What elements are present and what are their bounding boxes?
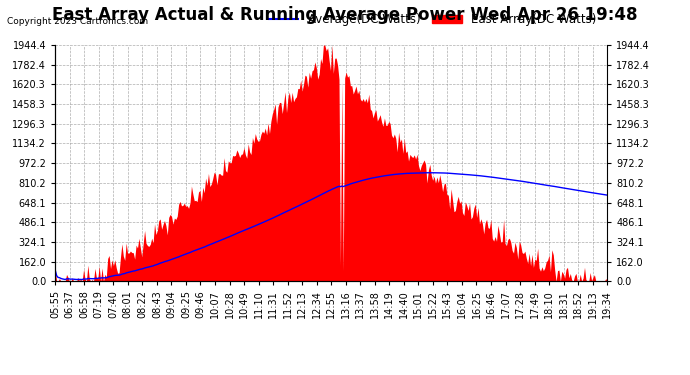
Legend: Average(DC Watts), East Array(DC Watts): Average(DC Watts), East Array(DC Watts) [264, 8, 601, 31]
Text: East Array Actual & Running Average Power Wed Apr 26 19:48: East Array Actual & Running Average Powe… [52, 6, 638, 24]
Text: Copyright 2023 Cartronics.com: Copyright 2023 Cartronics.com [7, 17, 148, 26]
